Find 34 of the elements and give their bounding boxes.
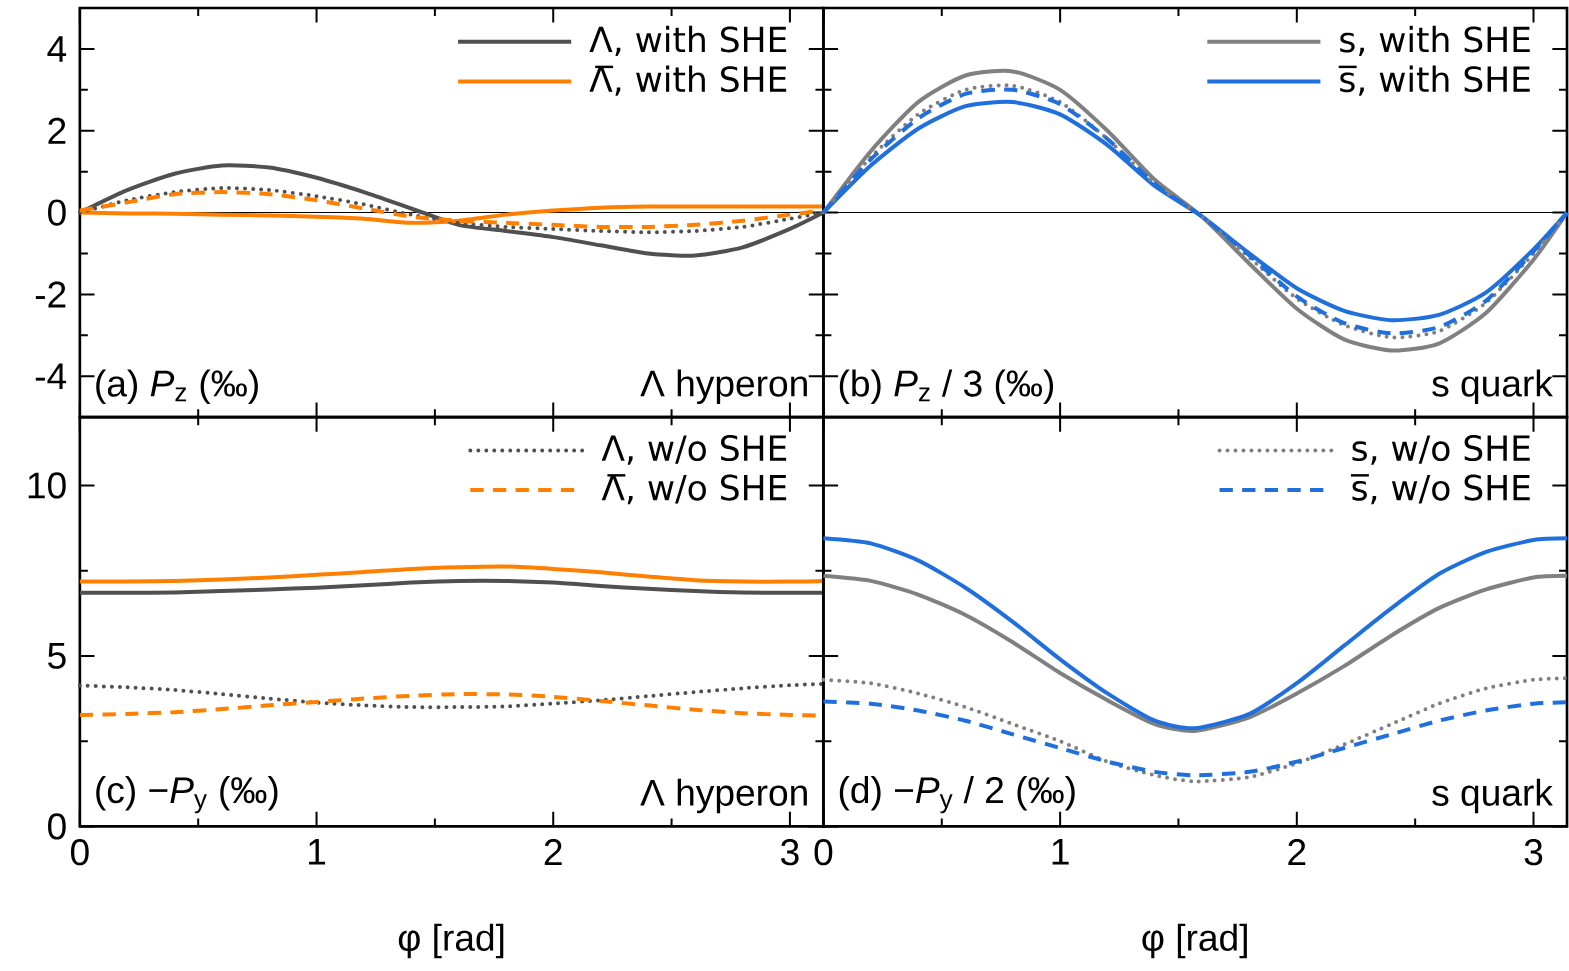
legend-label: Λ, with SHE — [589, 25, 787, 57]
y-tick-label: -2 — [35, 281, 66, 308]
y-tick-label: 10 — [28, 472, 66, 499]
x-tick-label: 0 — [70, 839, 89, 866]
annotation: (b) P$_{z}$ / 3 (‰) — [839, 369, 1054, 405]
legend-label: s, with SHE — [1340, 25, 1530, 57]
annotation: (a) P$_{z}$ (‰) — [96, 369, 258, 405]
legend-label: s̅, w/o SHE — [1350, 474, 1530, 505]
y-tick-label: 0 — [48, 813, 66, 840]
y-tick-label: 5 — [48, 643, 66, 670]
legend-label: s, w/o SHE — [1352, 435, 1530, 465]
x-axis-title: φ [rad] — [1142, 923, 1247, 959]
x-tick-label: 3 — [781, 839, 799, 866]
legend-label: Λ̅, w/o SHE — [601, 474, 787, 505]
annotation: s quark — [1432, 778, 1553, 814]
y-tick-label: 4 — [47, 36, 67, 62]
legend-label: Λ̅, with SHE — [589, 65, 787, 96]
x-tick-label: 1 — [1052, 839, 1069, 865]
y-tick-label: 0 — [48, 199, 66, 226]
annotation: (d) −P$_{y}$ / 2 (‰) — [839, 776, 1075, 814]
annotation: s quark — [1432, 369, 1553, 405]
x-tick-label: 3 — [1524, 839, 1543, 866]
annotation: (c) −P$_{y}$ (‰) — [96, 776, 278, 814]
y-tick-label: 2 — [48, 117, 66, 144]
x-tick-label: 1 — [309, 839, 326, 865]
x-axis-title: φ [rad] — [398, 923, 504, 959]
legend-label: s̅, with SHE — [1338, 65, 1530, 96]
annotation: Λ hyperon — [640, 369, 807, 405]
y-tick-label: -4 — [35, 363, 67, 390]
x-tick-label: 0 — [814, 839, 833, 866]
annotation: Λ hyperon — [640, 778, 807, 814]
x-tick-label: 2 — [1288, 839, 1306, 866]
legend-label: Λ, w/o SHE — [601, 435, 787, 465]
x-tick-label: 2 — [544, 839, 562, 866]
